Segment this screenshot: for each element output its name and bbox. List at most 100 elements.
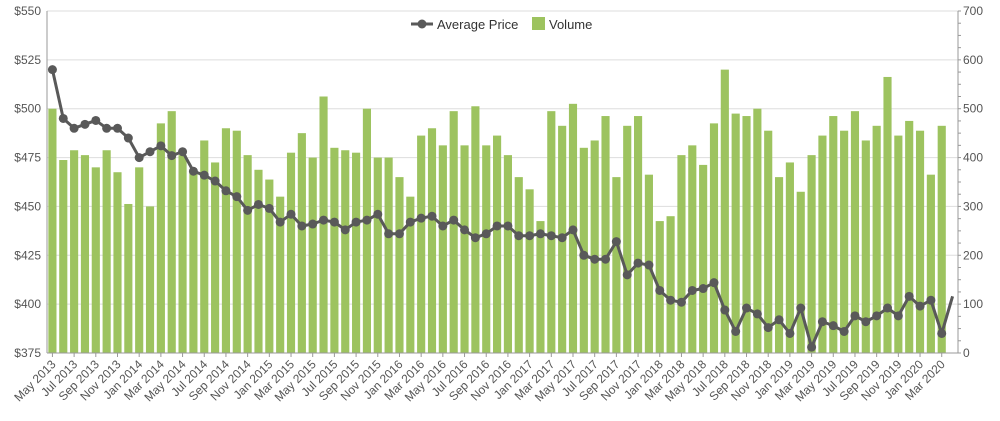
volume-bar <box>514 177 523 353</box>
price-point <box>470 233 480 243</box>
price-point <box>839 327 849 337</box>
volume-bar <box>276 196 285 353</box>
volume-bar <box>91 167 100 353</box>
price-point <box>742 303 752 313</box>
legend: Average Price Volume <box>411 17 592 32</box>
volume-bar <box>48 108 57 353</box>
volume-bar <box>850 111 860 354</box>
legend-label-average-price: Average Price <box>437 17 518 32</box>
volume-bar <box>167 111 176 354</box>
price-point <box>568 225 578 235</box>
volume-bar <box>189 169 198 353</box>
price-point <box>807 342 817 352</box>
left-axis-tick-label: $500 <box>14 102 41 116</box>
price-point <box>535 229 545 239</box>
volume-bar <box>764 130 773 353</box>
volume-bar <box>145 206 155 353</box>
volume-bar <box>612 177 621 353</box>
volume-bar <box>102 150 111 353</box>
price-point <box>883 303 893 313</box>
volume-bar <box>460 145 469 353</box>
price-point <box>785 328 795 338</box>
price-point <box>329 217 339 227</box>
volume-bar <box>536 221 545 353</box>
volume-bar <box>709 123 719 353</box>
volume-bar <box>254 169 263 353</box>
volume-bar <box>232 130 241 353</box>
volume-bar <box>753 108 762 353</box>
price-point <box>687 285 697 295</box>
price-point <box>872 311 882 321</box>
volume-bar <box>937 125 946 353</box>
grid-lines <box>47 10 958 354</box>
price-point <box>58 113 68 123</box>
legend-item-average-price[interactable]: Average Price <box>411 17 518 32</box>
volume-bar <box>905 120 914 353</box>
price-point <box>112 123 122 133</box>
volume-bar <box>373 157 382 353</box>
left-axis-tick-label: $525 <box>14 53 41 67</box>
price-point <box>731 327 741 337</box>
volume-bar <box>774 177 784 353</box>
price-point <box>167 151 177 161</box>
volume-bar <box>124 203 133 353</box>
price-point <box>362 215 372 225</box>
price-point <box>69 123 79 133</box>
volume-bar <box>493 135 502 353</box>
price-point <box>243 205 253 215</box>
price-line-path <box>50 69 955 349</box>
volume-bar <box>70 150 79 353</box>
right-axis-tick-label: 500 <box>963 102 983 116</box>
left-axis-tick-label: $475 <box>14 151 41 165</box>
price-point <box>438 221 448 231</box>
volume-bar <box>742 116 751 354</box>
volume-bar <box>265 179 274 353</box>
left-axis-tick-label: $400 <box>14 297 41 311</box>
legend-item-volume[interactable]: Volume <box>532 17 592 32</box>
price-point <box>720 305 730 315</box>
price-point <box>601 254 611 264</box>
price-point <box>340 225 350 235</box>
volume-bar <box>308 157 317 353</box>
right-axis-tick-label: 600 <box>963 53 983 67</box>
price-point <box>91 115 101 125</box>
price-point <box>427 211 437 221</box>
volume-bar <box>471 106 480 354</box>
price-point <box>622 270 632 280</box>
volume-bar <box>840 130 849 353</box>
price-point <box>178 147 188 157</box>
price-point <box>698 284 708 294</box>
volume-bar <box>221 128 231 353</box>
price-point <box>188 166 198 176</box>
volume-bar <box>362 108 372 353</box>
price-point <box>525 231 535 241</box>
axes <box>46 10 961 354</box>
price-point <box>774 315 784 325</box>
volume-bar <box>286 152 296 353</box>
price-point <box>481 229 491 239</box>
price-point <box>676 297 686 307</box>
volume-bar <box>915 130 925 353</box>
price-point <box>850 311 860 321</box>
volume-bar <box>666 216 675 353</box>
volume-bar <box>601 116 610 354</box>
volume-bar <box>211 162 220 353</box>
volume-bar <box>178 155 187 353</box>
price-point <box>102 123 112 133</box>
price-point <box>275 217 285 227</box>
volume-bar <box>503 155 512 353</box>
volume-bar <box>590 140 599 353</box>
right-axis-ticks: 0 100 200 300 400 500 600 700 <box>963 4 983 360</box>
price-point <box>611 237 621 247</box>
left-axis-tick-label: $425 <box>14 248 41 262</box>
volume-bar <box>156 123 165 353</box>
price-point <box>145 147 155 157</box>
price-point <box>893 311 903 321</box>
volume-bar <box>688 145 697 353</box>
right-axis-tick-label: 100 <box>963 297 983 311</box>
volume-bar <box>861 140 870 353</box>
left-axis-tick-label: $375 <box>14 346 41 360</box>
volume-bar <box>427 128 437 353</box>
price-point <box>134 153 144 163</box>
